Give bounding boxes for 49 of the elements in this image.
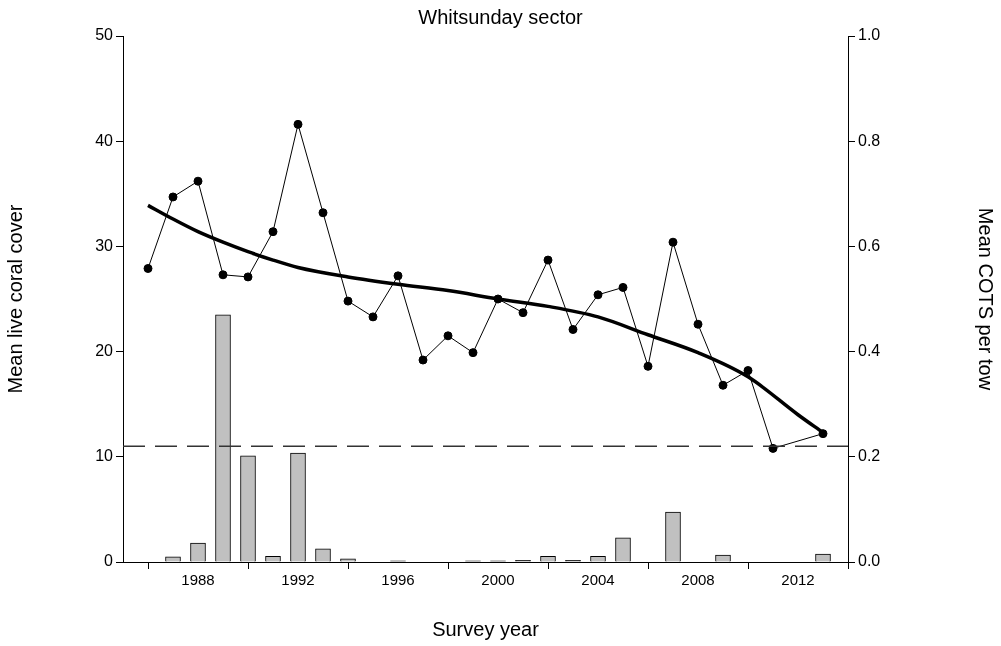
point [493, 294, 503, 304]
point [268, 227, 278, 237]
point [393, 271, 403, 281]
point [718, 380, 728, 390]
x-tick-label: 2012 [781, 571, 815, 589]
y2-tick-label: 0.4 [858, 342, 881, 360]
point [193, 176, 203, 186]
x-tick-label: 2008 [681, 571, 715, 589]
point [218, 270, 228, 280]
x-tick-label: 1988 [181, 571, 215, 589]
point [293, 119, 303, 129]
y2-tick-label: 0.8 [858, 131, 881, 149]
y-tick-label: 40 [95, 131, 114, 149]
point [568, 325, 578, 335]
y-tick-label: 20 [95, 342, 114, 360]
point [643, 361, 653, 371]
y-tick-label: 10 [95, 447, 114, 465]
point [343, 296, 353, 306]
y-axis-title: Mean live coral cover [3, 204, 26, 394]
point [818, 429, 828, 439]
point [668, 237, 678, 247]
point [743, 366, 753, 376]
chart-title: Whitsunday sector [418, 5, 584, 28]
point [618, 282, 628, 292]
x-tick-label: 2004 [581, 571, 615, 589]
y2-tick-label: 0.0 [858, 552, 881, 570]
y2-tick-label: 0.2 [858, 447, 881, 465]
y-tick-label: 50 [95, 26, 114, 44]
y2-axis-title: Mean COTS per tow [975, 207, 998, 391]
y-tick-label: 30 [95, 236, 114, 254]
point [243, 272, 253, 282]
y2-tick-label: 0.6 [858, 236, 881, 254]
point [368, 312, 378, 322]
point [518, 308, 528, 318]
y2-tick-label: 1.0 [858, 26, 881, 44]
x-axis-title: Survey year [432, 617, 540, 640]
point [143, 263, 153, 273]
point [318, 208, 328, 218]
y-tick-label: 0 [104, 552, 114, 570]
point [168, 192, 178, 202]
point [593, 290, 603, 300]
x-tick-label: 1996 [381, 571, 415, 589]
point [693, 319, 703, 329]
point [443, 331, 453, 341]
x-tick-label: 1992 [281, 571, 315, 589]
point [418, 355, 428, 365]
point [543, 255, 553, 265]
point [468, 348, 478, 358]
x-tick-label: 2000 [481, 571, 515, 589]
